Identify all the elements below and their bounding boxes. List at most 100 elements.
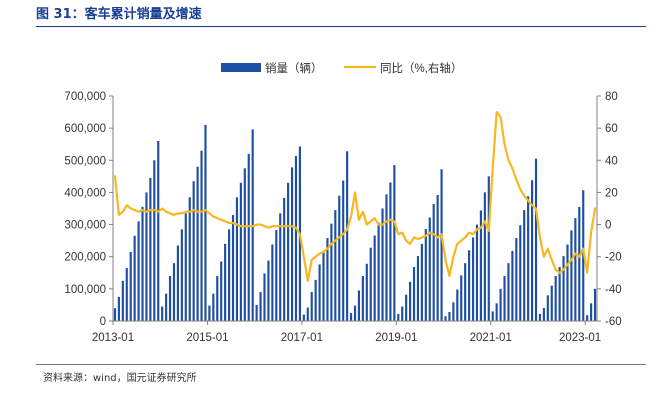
y-right-tick-label: -60 <box>605 316 622 328</box>
bar-112 <box>554 276 557 321</box>
bar-52 <box>318 264 321 321</box>
y-right-tick-label: 80 <box>605 91 618 103</box>
y-right-tick-label: -20 <box>605 252 622 264</box>
bar-34 <box>247 153 250 321</box>
bar-40 <box>271 244 274 321</box>
bar-38 <box>263 273 266 321</box>
bar-46 <box>294 156 298 321</box>
y-left-tick-label: 300,000 <box>64 220 106 232</box>
bar-78 <box>420 243 423 321</box>
title-rule <box>36 26 646 27</box>
bar-67 <box>377 222 380 321</box>
bar-120 <box>586 315 589 321</box>
bar-98 <box>499 288 502 321</box>
bar-11 <box>157 141 160 321</box>
bar-41 <box>275 230 278 321</box>
y-right-tick-label: 60 <box>605 123 618 135</box>
bar-51 <box>314 279 317 321</box>
bar-64 <box>365 263 368 321</box>
x-tick-label: 2019-01 <box>375 332 417 344</box>
bar-95 <box>487 176 490 321</box>
bar-8 <box>145 192 148 321</box>
y-left-tick-label: 400,000 <box>64 187 106 199</box>
bar-10 <box>153 160 156 321</box>
bar-42 <box>279 213 282 321</box>
bar-115 <box>566 244 569 321</box>
figure-title: 图 31：客车累计销量及增速 <box>36 7 202 22</box>
bar-18 <box>184 213 187 321</box>
bar-27 <box>220 261 223 321</box>
bar-31 <box>235 197 239 321</box>
bar-69 <box>385 194 388 321</box>
bar-83 <box>440 169 443 321</box>
bar-55 <box>330 223 333 321</box>
bar-105 <box>527 196 530 321</box>
bar-68 <box>381 208 384 321</box>
bar-80 <box>428 217 431 321</box>
bar-15 <box>172 263 176 321</box>
legend-bar-swatch <box>221 63 261 72</box>
bar-26 <box>216 276 219 321</box>
bar-12 <box>161 306 164 321</box>
bar-74 <box>405 294 408 321</box>
bar-0 <box>113 308 117 321</box>
bar-89 <box>464 263 467 321</box>
chart-canvas: 销量（辆） 同比（%,右轴） 0100,000200,000300,000400… <box>64 61 621 344</box>
bar-59 <box>346 151 349 321</box>
y-left-tick-label: 100,000 <box>64 284 106 296</box>
bar-97 <box>495 303 498 321</box>
bar-30 <box>231 214 235 321</box>
footer-rule <box>36 364 646 365</box>
bar-16 <box>176 245 179 321</box>
bar-21 <box>196 166 199 321</box>
bar-88 <box>460 275 463 321</box>
legend-line-label: 同比（%,右轴） <box>380 61 462 75</box>
y-right-tick-label: -40 <box>605 284 622 296</box>
bar-33 <box>243 168 246 321</box>
bar-57 <box>338 195 341 321</box>
bar-119 <box>582 190 585 321</box>
bar-36 <box>255 304 258 321</box>
bar-45 <box>290 167 294 321</box>
bar-86 <box>452 302 455 321</box>
bar-54 <box>326 238 329 321</box>
bar-77 <box>416 256 420 321</box>
y-left-tick-label: 700,000 <box>64 91 106 103</box>
bar-44 <box>287 182 290 321</box>
bar-48 <box>302 314 305 321</box>
axes: 0 100,000 200,000 300,000 400,000 500,000 600,… <box>64 91 621 344</box>
bar-90 <box>468 250 471 321</box>
bar-110 <box>546 295 549 321</box>
bar-84 <box>444 316 447 321</box>
y-right-tick-label: 40 <box>605 155 618 167</box>
bar-107 <box>534 158 538 321</box>
bar-32 <box>239 182 242 321</box>
bar-75 <box>409 281 412 321</box>
bar-60 <box>349 312 353 321</box>
bar-series <box>113 124 597 322</box>
bar-56 <box>334 210 337 321</box>
bar-118 <box>578 206 581 321</box>
y-left-tick-label: 600,000 <box>64 123 106 135</box>
bar-4 <box>129 251 132 321</box>
bar-96 <box>491 311 494 321</box>
bar-39 <box>267 260 270 321</box>
bar-53 <box>322 251 325 321</box>
bar-19 <box>188 197 191 321</box>
bar-28 <box>224 243 227 321</box>
bar-94 <box>483 192 486 321</box>
bar-82 <box>436 195 439 321</box>
bar-25 <box>212 293 215 321</box>
bar-108 <box>538 313 542 321</box>
bar-117 <box>574 218 577 321</box>
legend-bar-label: 销量（辆） <box>265 61 323 75</box>
bar-91 <box>471 237 475 321</box>
bar-9 <box>149 177 152 321</box>
bar-122 <box>593 288 597 321</box>
bar-7 <box>141 206 144 321</box>
bar-109 <box>542 308 545 321</box>
bar-2 <box>121 280 124 321</box>
bar-23 <box>204 124 207 322</box>
bar-111 <box>550 285 553 321</box>
bar-93 <box>479 210 482 321</box>
